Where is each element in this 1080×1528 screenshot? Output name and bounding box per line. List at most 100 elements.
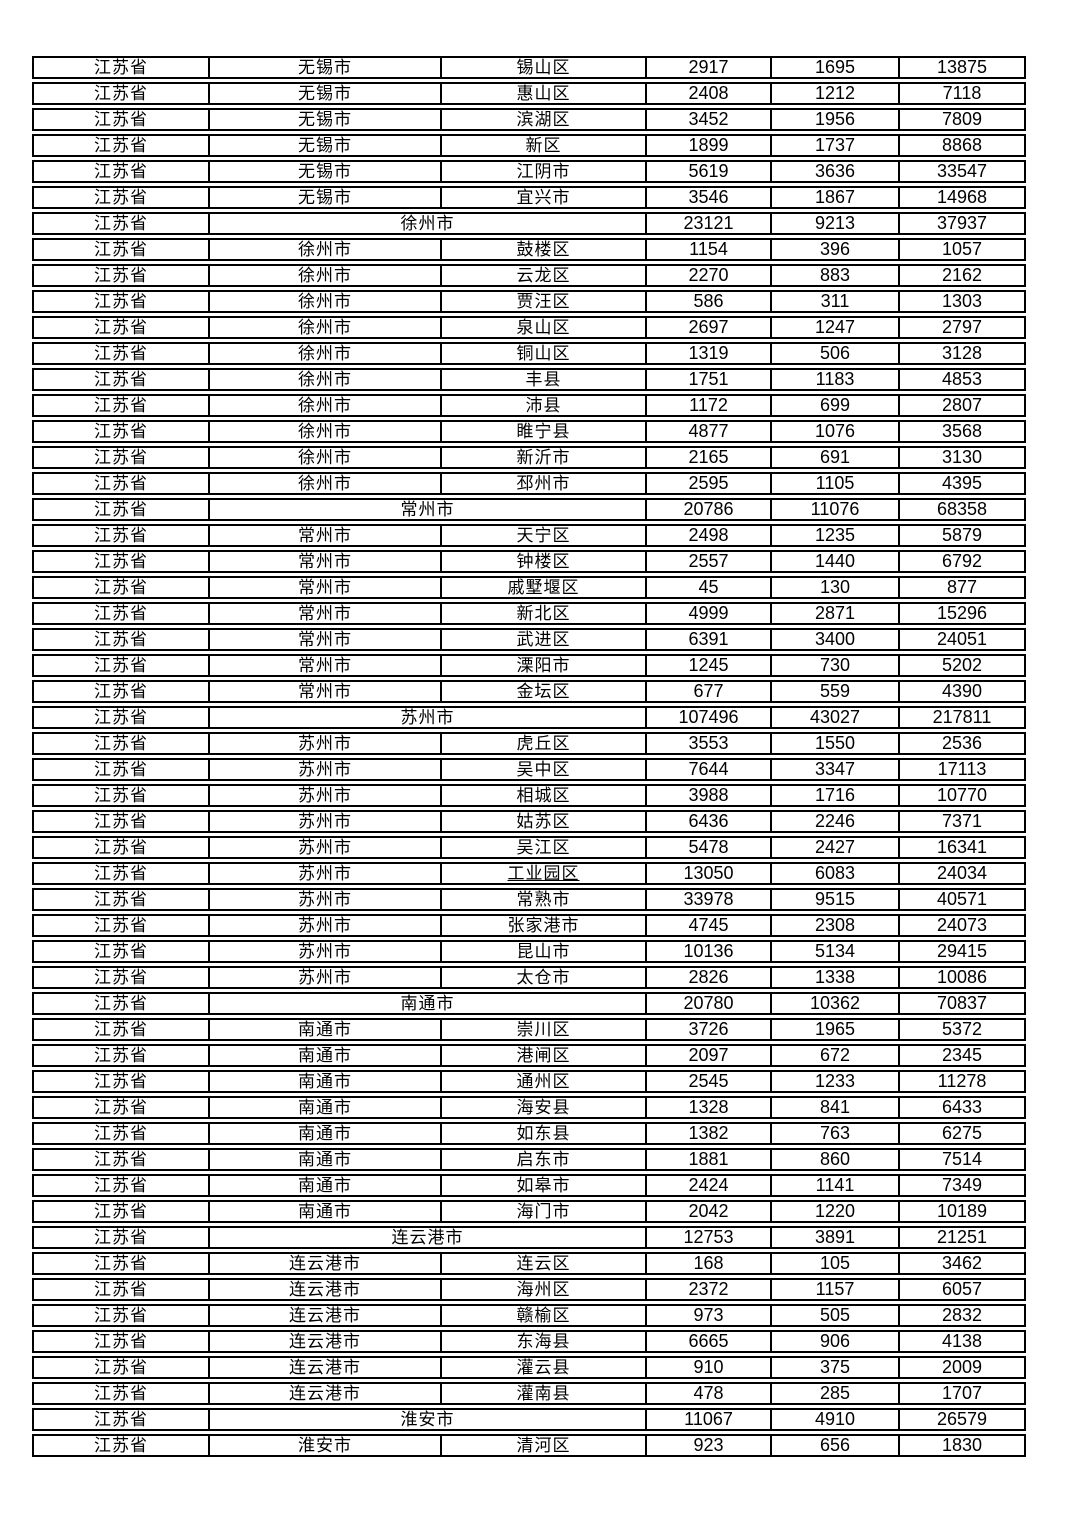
table-row: 江苏省 南通市 如皋市 2424 1141 7349 — [32, 1174, 1026, 1197]
value-cell: 4138 — [898, 1330, 1026, 1353]
table-row: 江苏省 连云港市 赣榆区 973 505 2832 — [32, 1304, 1026, 1327]
district-cell: 如皋市 — [440, 1174, 645, 1197]
value-cell: 285 — [770, 1382, 898, 1405]
value-cell: 973 — [645, 1304, 770, 1327]
table-row: 江苏省 常州市 溧阳市 1245 730 5202 — [32, 654, 1026, 677]
district-cell: 海安县 — [440, 1096, 645, 1119]
province-cell: 江苏省 — [32, 966, 208, 989]
table-row: 江苏省 徐州市 云龙区 2270 883 2162 — [32, 264, 1026, 287]
value-cell: 9515 — [770, 888, 898, 911]
province-cell: 江苏省 — [32, 238, 208, 261]
value-cell: 3726 — [645, 1018, 770, 1041]
value-cell: 505 — [770, 1304, 898, 1327]
value-cell: 677 — [645, 680, 770, 703]
district-cell: 惠山区 — [440, 82, 645, 105]
province-cell: 江苏省 — [32, 1148, 208, 1171]
table-row: 江苏省 徐州市 泉山区 2697 1247 2797 — [32, 316, 1026, 339]
city-cell: 南通市 — [208, 1122, 440, 1145]
district-cell: 新北区 — [440, 602, 645, 625]
table-row: 江苏省 苏州市 常熟市 33978 9515 40571 — [32, 888, 1026, 911]
value-cell: 2424 — [645, 1174, 770, 1197]
district-cell: 启东市 — [440, 1148, 645, 1171]
city-summary-row: 江苏省 徐州市 23121 9213 37937 — [32, 212, 1026, 235]
value-cell: 6391 — [645, 628, 770, 651]
table-row: 江苏省 常州市 武进区 6391 3400 24051 — [32, 628, 1026, 651]
district-cell: 昆山市 — [440, 940, 645, 963]
province-cell: 江苏省 — [32, 1304, 208, 1327]
table-row: 江苏省 无锡市 江阴市 5619 3636 33547 — [32, 160, 1026, 183]
city-cell: 徐州市 — [208, 368, 440, 391]
district-cell: 滨湖区 — [440, 108, 645, 131]
province-cell: 江苏省 — [32, 1122, 208, 1145]
value-cell: 3130 — [898, 446, 1026, 469]
value-cell: 3568 — [898, 420, 1026, 443]
value-cell: 16341 — [898, 836, 1026, 859]
province-cell: 江苏省 — [32, 160, 208, 183]
city-cell: 徐州市 — [208, 342, 440, 365]
value-cell: 1965 — [770, 1018, 898, 1041]
district-cell: 崇川区 — [440, 1018, 645, 1041]
value-cell: 7644 — [645, 758, 770, 781]
province-cell: 江苏省 — [32, 1408, 208, 1431]
value-cell: 3400 — [770, 628, 898, 651]
value-cell: 2009 — [898, 1356, 1026, 1379]
province-cell: 江苏省 — [32, 758, 208, 781]
province-cell: 江苏省 — [32, 888, 208, 911]
district-cell: 铜山区 — [440, 342, 645, 365]
table-row: 江苏省 苏州市 张家港市 4745 2308 24073 — [32, 914, 1026, 937]
district-cell: 清河区 — [440, 1434, 645, 1457]
province-cell: 江苏省 — [32, 368, 208, 391]
district-cell: 港闸区 — [440, 1044, 645, 1067]
city-cell: 南通市 — [208, 1096, 440, 1119]
table-row: 江苏省 南通市 通州区 2545 1233 11278 — [32, 1070, 1026, 1093]
table-row: 江苏省 连云港市 连云区 168 105 3462 — [32, 1252, 1026, 1275]
province-cell: 江苏省 — [32, 550, 208, 573]
city-cell: 连云港市 — [208, 1278, 440, 1301]
value-cell: 3636 — [770, 160, 898, 183]
value-cell: 1247 — [770, 316, 898, 339]
value-cell: 2807 — [898, 394, 1026, 417]
value-cell: 2697 — [645, 316, 770, 339]
table-row: 江苏省 南通市 海安县 1328 841 6433 — [32, 1096, 1026, 1119]
city-cell: 徐州市 — [208, 394, 440, 417]
city-cell: 连云港市 — [208, 1304, 440, 1327]
value-cell: 2536 — [898, 732, 1026, 755]
value-cell: 68358 — [898, 498, 1026, 521]
value-cell: 2408 — [645, 82, 770, 105]
table-row: 江苏省 连云港市 海州区 2372 1157 6057 — [32, 1278, 1026, 1301]
value-cell: 3128 — [898, 342, 1026, 365]
district-cell: 锡山区 — [440, 56, 645, 79]
province-cell: 江苏省 — [32, 1174, 208, 1197]
value-cell: 9213 — [770, 212, 898, 235]
table-row: 江苏省 无锡市 惠山区 2408 1212 7118 — [32, 82, 1026, 105]
city-cell: 连云港市 — [208, 1330, 440, 1353]
table-row: 江苏省 南通市 海门市 2042 1220 10189 — [32, 1200, 1026, 1223]
value-cell: 40571 — [898, 888, 1026, 911]
value-cell: 2797 — [898, 316, 1026, 339]
value-cell: 375 — [770, 1356, 898, 1379]
table-row: 江苏省 徐州市 贾汪区 586 311 1303 — [32, 290, 1026, 313]
value-cell: 14968 — [898, 186, 1026, 209]
value-cell: 12753 — [645, 1226, 770, 1249]
value-cell: 1212 — [770, 82, 898, 105]
value-cell: 1172 — [645, 394, 770, 417]
city-cell: 常州市 — [208, 576, 440, 599]
city-cell: 南通市 — [208, 1148, 440, 1171]
value-cell: 2345 — [898, 1044, 1026, 1067]
value-cell: 1328 — [645, 1096, 770, 1119]
value-cell: 24034 — [898, 862, 1026, 885]
value-cell: 2917 — [645, 56, 770, 79]
province-cell: 江苏省 — [32, 290, 208, 313]
table-row: 江苏省 无锡市 滨湖区 3452 1956 7809 — [32, 108, 1026, 131]
value-cell: 1235 — [770, 524, 898, 547]
district-cell: 戚墅堰区 — [440, 576, 645, 599]
value-cell: 5879 — [898, 524, 1026, 547]
value-cell: 7118 — [898, 82, 1026, 105]
table-row: 江苏省 徐州市 丰县 1751 1183 4853 — [32, 368, 1026, 391]
province-cell: 江苏省 — [32, 576, 208, 599]
value-cell: 3891 — [770, 1226, 898, 1249]
value-cell: 4910 — [770, 1408, 898, 1431]
province-cell: 江苏省 — [32, 82, 208, 105]
table-row: 江苏省 南通市 启东市 1881 860 7514 — [32, 1148, 1026, 1171]
